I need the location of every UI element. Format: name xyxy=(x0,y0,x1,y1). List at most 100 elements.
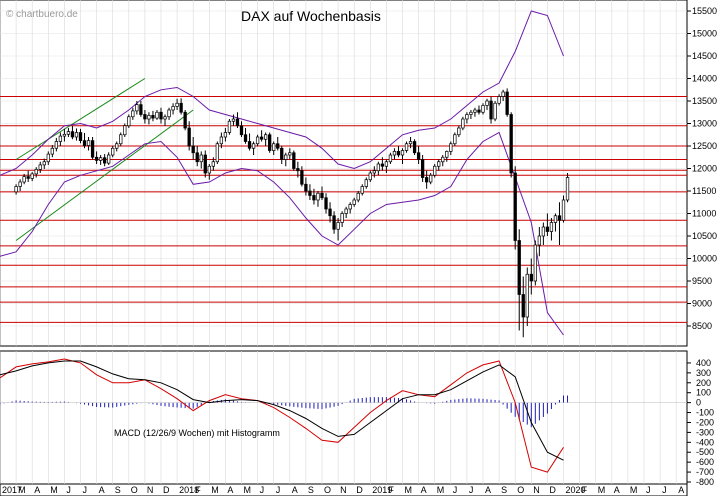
candle-body xyxy=(445,151,449,158)
candle-body xyxy=(308,190,312,196)
candle-body xyxy=(58,135,63,142)
candle-body xyxy=(509,114,513,174)
candle-body xyxy=(296,168,300,172)
candle-body xyxy=(74,132,79,138)
candle-body xyxy=(90,140,95,158)
candle-body xyxy=(123,125,127,136)
candle-body xyxy=(541,226,546,237)
month-label: A xyxy=(34,485,40,495)
candle-body xyxy=(453,134,457,145)
candle-body xyxy=(505,91,509,115)
candle-body xyxy=(86,140,91,146)
trend-line xyxy=(15,109,194,241)
candle-body xyxy=(167,109,171,118)
candle-body xyxy=(259,136,264,140)
candle-body xyxy=(344,208,348,214)
month-label: 2018 xyxy=(179,485,199,495)
macd-tick-label: -200 xyxy=(696,417,714,427)
month-label: A xyxy=(614,485,620,495)
candle-body xyxy=(235,118,240,127)
macd-tick-label: 200 xyxy=(696,378,711,388)
candle-body xyxy=(437,161,441,167)
price-tick-label: 15500 xyxy=(692,6,717,16)
macd-tick-label: -500 xyxy=(696,447,714,457)
candle-body xyxy=(203,154,207,174)
candle-body xyxy=(372,170,376,174)
candle-body xyxy=(251,143,256,149)
candle-body xyxy=(461,118,465,129)
candle-body xyxy=(400,150,405,156)
price-tick-label: 12000 xyxy=(692,164,717,174)
month-label: J xyxy=(469,485,474,495)
candle-body xyxy=(179,102,183,113)
candle-body xyxy=(187,127,191,147)
candle-body xyxy=(54,141,58,149)
candle-body xyxy=(268,134,272,151)
candle-body xyxy=(320,192,324,199)
candle-body xyxy=(388,154,393,163)
price-tick-label: 12500 xyxy=(692,141,717,151)
candle-body xyxy=(102,157,107,164)
price-tick-label: 9000 xyxy=(692,299,712,309)
candle-body xyxy=(284,154,288,160)
candle-body xyxy=(82,140,87,146)
candle-body xyxy=(171,106,175,111)
candle-body xyxy=(272,143,276,151)
candle-body xyxy=(143,114,147,120)
price-tick-label: 13000 xyxy=(692,119,717,129)
price-tick-label: 15000 xyxy=(692,29,717,39)
candle-body xyxy=(195,152,199,163)
candle-body xyxy=(384,161,389,167)
candle-body xyxy=(227,120,232,133)
candle-body xyxy=(50,147,54,155)
candle-body xyxy=(264,134,268,140)
macd-tick-label: -400 xyxy=(696,437,714,447)
month-label: M xyxy=(50,485,58,495)
macd-panel xyxy=(0,358,687,473)
month-label: S xyxy=(501,485,507,495)
candle-body xyxy=(159,111,163,120)
candle-body xyxy=(191,145,195,154)
candle-body xyxy=(255,136,260,145)
candle-body xyxy=(396,151,401,156)
candle-body xyxy=(239,125,244,136)
candle-body xyxy=(485,100,489,106)
candle-body xyxy=(288,152,292,156)
month-label: M xyxy=(630,485,638,495)
month-label: O xyxy=(517,485,524,495)
candle-body xyxy=(420,159,425,178)
candle-body xyxy=(62,133,67,137)
candle-body xyxy=(501,91,505,97)
candle-body xyxy=(545,226,550,232)
candle-body xyxy=(525,273,529,318)
candle-body xyxy=(163,116,167,120)
candle-body xyxy=(336,222,340,230)
month-label: F xyxy=(195,485,201,495)
candle-body xyxy=(332,215,336,230)
candle-body xyxy=(529,273,533,282)
macd-tick-label: -800 xyxy=(696,477,714,487)
date-axis-strip xyxy=(0,483,688,496)
macd-label: MACD (12/26/9 Wochen) mit Histogramm xyxy=(114,428,280,438)
month-label: F xyxy=(582,485,588,495)
candle-body xyxy=(356,192,360,201)
price-tick-label: 10000 xyxy=(692,254,717,264)
candle-body xyxy=(18,181,22,187)
candle-body xyxy=(131,110,135,118)
price-tick-label: 11500 xyxy=(692,186,716,196)
macd-tick-label: 400 xyxy=(696,358,711,368)
candle-body xyxy=(127,116,131,127)
macd-tick-label: 300 xyxy=(696,368,711,378)
candle-body xyxy=(66,131,71,135)
month-label: M xyxy=(244,485,252,495)
month-label: N xyxy=(533,485,540,495)
signal-line xyxy=(0,360,564,461)
month-label: J xyxy=(646,485,651,495)
month-label: A xyxy=(485,485,491,495)
month-label: S xyxy=(308,485,314,495)
candle-body xyxy=(155,111,159,119)
candle-body xyxy=(304,183,308,192)
